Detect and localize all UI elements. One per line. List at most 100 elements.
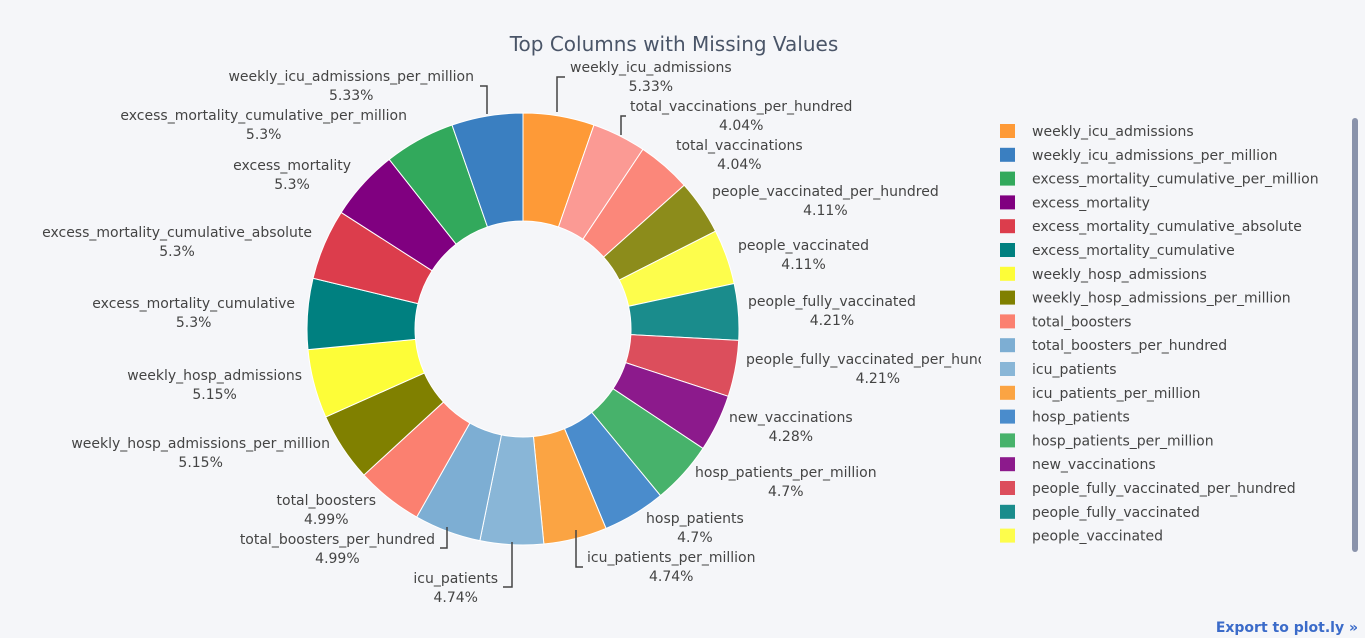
legend-swatch xyxy=(1000,195,1015,210)
legend-label: total_boosters_per_hundred xyxy=(1032,338,1227,354)
slice-percent-label: 4.11% xyxy=(803,203,847,219)
slice-percent-label: 5.33% xyxy=(329,88,373,104)
legend-item-excess-mortality-cumulative[interactable]: excess_mortality_cumulative xyxy=(1000,243,1235,259)
legend-label: icu_patients xyxy=(1032,362,1117,378)
legend-label: excess_mortality_cumulative_absolute xyxy=(1032,219,1302,235)
legend-item-excess-mortality[interactable]: excess_mortality xyxy=(1000,195,1150,211)
legend-label: hosp_patients_per_million xyxy=(1032,433,1214,449)
leader-line xyxy=(440,527,448,549)
slice-percent-label: 4.04% xyxy=(719,118,763,134)
legend-item-hosp-patients-per-million[interactable]: hosp_patients_per_million xyxy=(1000,433,1214,449)
chart-title: Top Columns with Missing Values xyxy=(509,32,839,56)
slice-percent-label: 4.28% xyxy=(769,429,813,445)
leader-line xyxy=(503,542,513,588)
slice-label: people_vaccinated xyxy=(738,238,869,254)
legend-item-total-boosters-per-hundred[interactable]: total_boosters_per_hundred xyxy=(1000,338,1227,354)
legend-item-icu-patients[interactable]: icu_patients xyxy=(1000,362,1117,378)
slice-label: excess_mortality_cumulative xyxy=(92,296,295,312)
slice-label: people_fully_vaccinated_per_hundred xyxy=(746,352,1010,368)
slice-label: hosp_patients_per_million xyxy=(695,465,877,481)
slice-percent-label: 4.74% xyxy=(433,590,477,606)
slice-label: total_vaccinations xyxy=(676,138,803,154)
slice-percent-label: 4.74% xyxy=(649,569,693,585)
legend-item-weekly-icu-admissions-per-million[interactable]: weekly_icu_admissions_per_million xyxy=(1000,147,1278,164)
slice-label: excess_mortality_cumulative_absolute xyxy=(42,225,312,241)
slice-label: new_vaccinations xyxy=(729,410,853,426)
slice-label: total_boosters_per_hundred xyxy=(240,532,435,548)
legend-label: excess_mortality xyxy=(1032,195,1150,211)
slice-percent-label: 5.15% xyxy=(192,387,236,403)
legend-label: excess_mortality_cumulative_per_million xyxy=(1032,172,1319,188)
legend-item-weekly-hosp-admissions[interactable]: weekly_hosp_admissions xyxy=(1000,266,1207,283)
legend-item-weekly-icu-admissions[interactable]: weekly_icu_admissions xyxy=(1000,124,1194,140)
legend-label: new_vaccinations xyxy=(1032,457,1156,473)
slice-percent-label: 5.3% xyxy=(246,127,282,143)
legend-swatch xyxy=(1000,171,1015,186)
slice-label: people_vaccinated_per_hundred xyxy=(712,184,939,200)
legend-item-people-vaccinated[interactable]: people_vaccinated xyxy=(1000,528,1163,545)
export-to-plotly-link[interactable]: Export to plot.ly » xyxy=(1215,620,1358,636)
legend-item-new-vaccinations[interactable]: new_vaccinations xyxy=(1000,457,1156,473)
slice-label: total_vaccinations_per_hundred xyxy=(630,99,852,115)
slice-labels: weekly_icu_admissions 5.33% total_vaccinat… xyxy=(42,60,1010,606)
legend-swatch xyxy=(1000,219,1015,234)
leader-line xyxy=(575,530,583,568)
slice-label: excess_mortality xyxy=(233,158,351,174)
slice-percent-label: 4.21% xyxy=(856,371,900,387)
legend-swatch xyxy=(1000,385,1015,400)
legend-swatch xyxy=(1000,266,1015,281)
legend-item-hosp-patients[interactable]: hosp_patients xyxy=(1000,409,1130,426)
slice-label: weekly_hosp_admissions_per_million xyxy=(71,436,330,452)
legend-label: total_boosters xyxy=(1032,314,1131,330)
slice-percent-label: 4.21% xyxy=(810,313,854,329)
legend: weekly_icu_admissions weekly_icu_admissio… xyxy=(1000,124,1319,545)
legend-swatch xyxy=(1000,409,1015,424)
legend-label: people_fully_vaccinated xyxy=(1032,505,1200,521)
legend-swatch xyxy=(1000,362,1015,376)
slice-percent-label: 5.33% xyxy=(629,79,673,95)
legend-swatch xyxy=(1000,338,1015,353)
pie-slices xyxy=(306,112,740,546)
legend-label: excess_mortality_cumulative xyxy=(1032,243,1235,259)
leader-line xyxy=(480,85,488,114)
slice-label: weekly_hosp_admissions xyxy=(127,368,302,384)
legend-scrollbar[interactable] xyxy=(1352,118,1358,552)
legend-label: weekly_icu_admissions xyxy=(1032,124,1194,140)
legend-label: people_vaccinated xyxy=(1032,529,1163,545)
legend-swatch xyxy=(1000,481,1015,495)
pie-slice-weekly-icu-admissions-per-million[interactable] xyxy=(451,112,524,228)
legend-label: weekly_hosp_admissions_per_million xyxy=(1032,291,1291,307)
legend-swatch xyxy=(1000,147,1015,162)
legend-item-people-fully-vaccinated-per-hundred[interactable]: people_fully_vaccinated_per_hundred xyxy=(1000,481,1296,497)
legend-swatch xyxy=(1000,290,1015,305)
slice-label: excess_mortality_cumulative_per_million xyxy=(120,108,407,124)
legend-swatch xyxy=(1000,124,1015,138)
slice-label: icu_patients xyxy=(413,571,498,587)
legend-label: hosp_patients xyxy=(1032,410,1130,426)
slice-label: weekly_icu_admissions xyxy=(570,60,732,76)
slice-percent-label: 5.15% xyxy=(178,455,222,471)
slice-label: people_fully_vaccinated xyxy=(748,294,916,310)
legend-item-weekly-hosp-admissions-per-million[interactable]: weekly_hosp_admissions_per_million xyxy=(1000,290,1291,307)
legend-swatch xyxy=(1000,457,1015,472)
legend-item-excess-mortality-cumulative-absolute[interactable]: excess_mortality_cumulative_absolute xyxy=(1000,219,1302,235)
legend-item-total-boosters[interactable]: total_boosters xyxy=(1000,314,1131,330)
slice-label: icu_patients_per_million xyxy=(587,550,755,566)
slice-percent-label: 4.99% xyxy=(304,512,348,528)
legend-swatch xyxy=(1000,433,1015,448)
legend-label: weekly_hosp_admissions xyxy=(1032,267,1207,283)
slice-percent-label: 5.3% xyxy=(274,177,310,193)
slice-percent-label: 4.7% xyxy=(677,530,713,546)
legend-item-icu-patients-per-million[interactable]: icu_patients_per_million xyxy=(1000,385,1200,402)
legend-item-excess-mortality-cumulative-per-million[interactable]: excess_mortality_cumulative_per_million xyxy=(1000,171,1319,188)
leader-line xyxy=(620,115,626,135)
slice-label: total_boosters xyxy=(277,493,376,509)
legend-label: icu_patients_per_million xyxy=(1032,386,1200,402)
legend-swatch xyxy=(1000,528,1015,543)
legend-swatch xyxy=(1000,243,1015,257)
legend-item-people-fully-vaccinated[interactable]: people_fully_vaccinated xyxy=(1000,504,1200,521)
slice-percent-label: 4.99% xyxy=(315,551,359,567)
legend-label: weekly_icu_admissions_per_million xyxy=(1032,148,1278,164)
slice-label: weekly_icu_admissions_per_million xyxy=(228,69,474,85)
